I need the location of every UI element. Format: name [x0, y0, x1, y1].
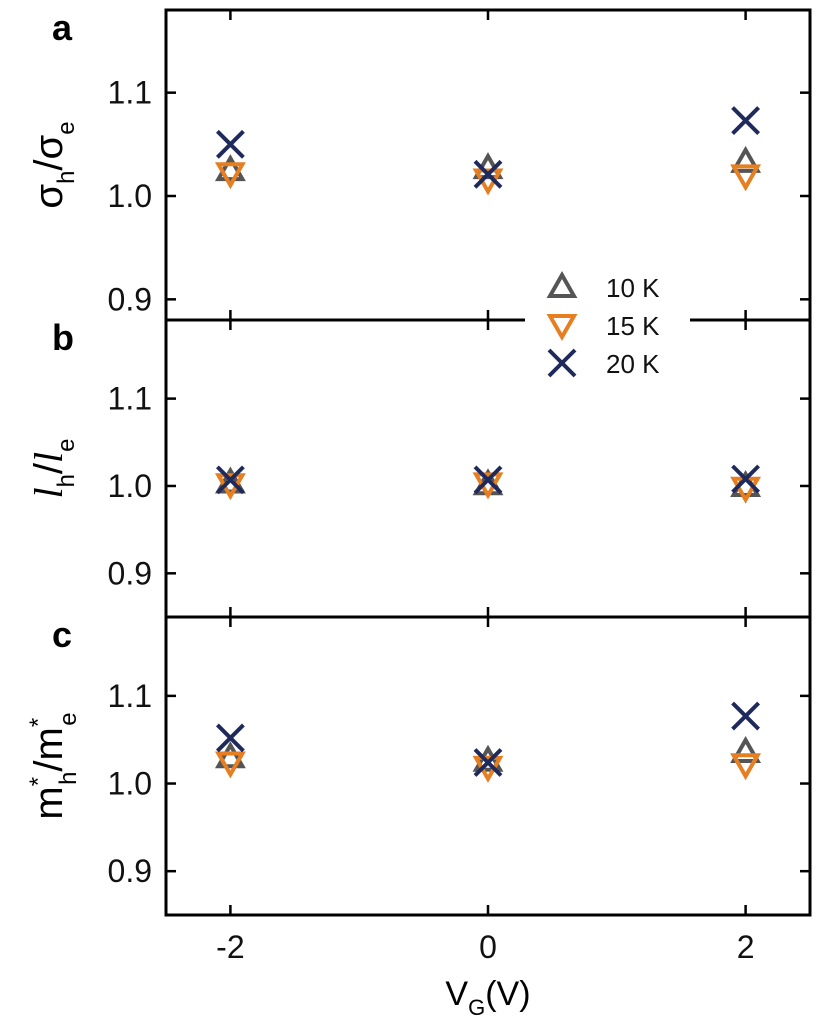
panel-frame-c [164, 615, 812, 917]
y-title-sub: e [53, 438, 80, 451]
x-stroke [731, 106, 761, 135]
y-title-sub: h [53, 171, 80, 184]
x-tick-label: -2 [216, 929, 244, 965]
y-tick-label: 1.0 [108, 766, 152, 802]
y-title-sup: * [25, 777, 52, 786]
point-b-20k [215, 465, 245, 495]
point-c-20k [473, 748, 503, 777]
legend-label-15k: 15 K [606, 311, 660, 341]
legend-marker-20k [547, 348, 577, 378]
y-title-base: m [27, 727, 71, 760]
point-a-10k [730, 145, 762, 173]
x-stroke [547, 348, 577, 378]
y-axis-title-b: lh/le [26, 438, 80, 498]
point-c-20k [731, 701, 761, 731]
y-title-sub: e [53, 121, 80, 134]
y-axis-title-a: σh/σe [27, 121, 80, 208]
point-a-20k [473, 159, 503, 189]
point-c-20k [215, 723, 245, 753]
x-stroke [731, 464, 761, 494]
legend-marker-15k [546, 314, 578, 342]
x-title-sub: G [468, 995, 485, 1020]
x-stroke [215, 723, 245, 753]
legend-label-10k: 10 K [606, 273, 660, 303]
y-tick-label: 1.1 [108, 381, 152, 417]
point-b-20k [473, 465, 503, 495]
point-b-10k [214, 466, 246, 494]
y-title-base: m [27, 786, 71, 819]
point-c-10k [730, 735, 762, 763]
y-tick-label: 0.9 [108, 555, 152, 591]
x-stroke [731, 701, 761, 731]
legend-marker-10k [546, 270, 578, 298]
point-a-15k [730, 164, 762, 192]
y-title-slash: / [27, 462, 71, 474]
x-stroke [473, 465, 503, 495]
point-c-10k [214, 741, 246, 769]
y-tick-label: 0.9 [108, 281, 152, 317]
y-tick-label: 1.0 [108, 178, 152, 214]
legend-label-20k: 20 K [606, 349, 660, 379]
x-stroke [473, 748, 503, 777]
y-title-base: σ [27, 134, 71, 159]
y-tick-label: 1.1 [108, 75, 152, 111]
x-tick-label: 0 [479, 929, 497, 965]
y-title-base: l [26, 487, 71, 498]
point-a-20k [731, 106, 761, 135]
panel-letter-b: b [52, 317, 74, 358]
y-title-sub: e [55, 712, 82, 725]
y-title-slash: / [27, 159, 71, 171]
point-b-20k [731, 464, 761, 494]
y-tick-label: 1.0 [108, 468, 152, 504]
y-title-sub: h [55, 772, 82, 785]
panel-letter-a: a [52, 7, 73, 48]
y-axis-title-c: m* h/m* e [25, 712, 82, 819]
point-a-10k [214, 154, 246, 182]
tick-labels: a 0.9 1.0 1.1 b 0.9 1.0 1.1 c 0.9 1.0 1.1 -2 0 2 [52, 7, 754, 965]
point-a-20k [215, 129, 245, 159]
panel-letter-c: c [52, 614, 72, 655]
x-title-unit: (V) [485, 975, 530, 1013]
y-title-slash: / [27, 760, 71, 772]
point-c-15k [730, 753, 762, 781]
y-tick-label: 0.9 [108, 853, 152, 889]
data-marks [214, 106, 762, 783]
y-title-sup: * [25, 718, 52, 727]
y-title-base: l [26, 452, 71, 463]
x-axis-title: VG(V) [445, 975, 530, 1020]
panel-frame-a [164, 8, 812, 322]
x-title-main: V [445, 975, 468, 1013]
point-c-15k [214, 751, 246, 779]
x-stroke [215, 129, 245, 159]
legend: 10 K 15 K 20 K [525, 262, 690, 380]
y-tick-label: 1.1 [108, 678, 152, 714]
x-tick-label: 2 [737, 929, 755, 965]
x-stroke [215, 465, 245, 495]
point-a-15k [214, 162, 246, 190]
x-stroke [473, 159, 503, 189]
y-title-base: σ [27, 184, 71, 209]
y-title-sub: h [53, 474, 80, 487]
x-axis-title: VG(V) [445, 975, 530, 1020]
axis-ticks [166, 10, 810, 915]
